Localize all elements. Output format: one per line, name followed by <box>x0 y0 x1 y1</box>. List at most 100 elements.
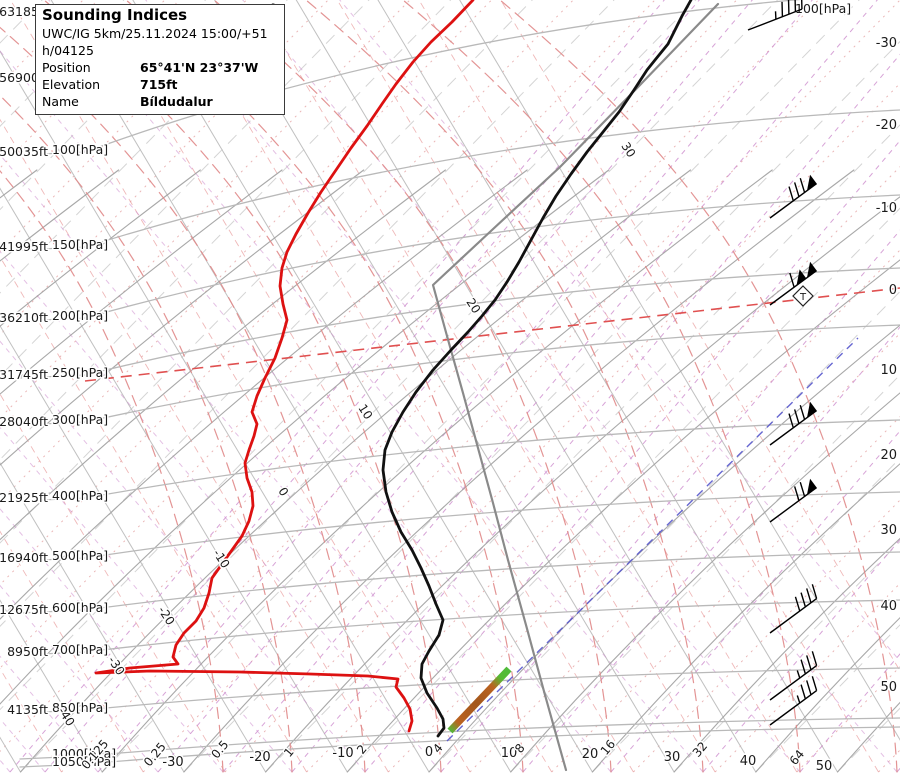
model-run-line: UWC/IG 5km/25.11.2024 15:00/+51 h/04125 <box>42 26 268 58</box>
mixing-ratio-line-alt <box>0 584 159 773</box>
temp-label-bottom: 30 <box>664 750 681 765</box>
wind-barb <box>769 478 818 523</box>
elevation-label: Elevation <box>42 77 101 92</box>
dry-adiabat-line <box>428 290 900 773</box>
barb-pennant <box>806 478 817 495</box>
mixing-ratio-line <box>610 430 900 773</box>
mixing-ratio-line-alt <box>48 0 704 773</box>
temp-label-bottom: 40 <box>740 754 757 769</box>
wind-barb <box>769 676 818 726</box>
isotherm-inline-label: -30 <box>105 654 127 678</box>
isotherm-steep-line <box>0 50 430 773</box>
moist-adiabat-inline-label: 30 <box>618 140 638 160</box>
altitude-label: 28040ft <box>0 414 48 429</box>
info-row-position: Position 65°41'N 23°37'W <box>42 59 278 76</box>
mixing-ratio-line <box>9 0 665 773</box>
mixing-ratio-label: 32 <box>690 739 711 760</box>
moist-adiabat-line <box>0 94 293 773</box>
pressure-label: 1000[hPa] <box>52 746 116 761</box>
dry-adiabat-line <box>592 457 900 773</box>
dewpoint-curve <box>94 0 475 733</box>
mixing-ratio-line <box>440 229 900 773</box>
altitude-label: 21925ft <box>0 490 48 505</box>
barb-full <box>811 651 818 666</box>
barb-pennant <box>806 261 817 278</box>
elevation-value: 715ft <box>140 77 178 92</box>
salmon-dash-line <box>173 0 634 773</box>
pressure-label: 100[hPa] <box>52 142 108 157</box>
temp-label-bottom: 20 <box>582 747 599 762</box>
temp-label-right: -30 <box>876 36 897 51</box>
info-row-elevation: Elevation 715ft <box>42 76 278 93</box>
thin-red-isopleth-line <box>142 0 900 773</box>
altitude-label: 16940ft <box>0 550 48 565</box>
isotherm-steep-line <box>377 0 838 773</box>
altitude-label: 36210ft <box>0 310 48 325</box>
wind-barb <box>769 261 818 306</box>
name-value: Bíldudalur <box>140 94 213 109</box>
barb-full <box>793 182 800 197</box>
mixing-ratio-line <box>157 0 813 773</box>
barb-staff <box>769 664 818 701</box>
altitude-label: 12675ft <box>0 602 48 617</box>
altitude-label: 50035ft <box>0 144 48 159</box>
dry-adiabat-line <box>0 0 452 461</box>
barb-full <box>788 186 794 201</box>
isobar-line <box>19 109 900 251</box>
barb-full <box>799 482 806 497</box>
isotherm-steep-line <box>0 187 348 773</box>
thin-red-isopleth-line <box>224 82 900 773</box>
barb-full <box>788 413 794 428</box>
mixing-ratio-line-alt <box>0 426 293 773</box>
salmon-dash-line <box>0 118 389 773</box>
pressure-label: 1050[hPa] <box>52 754 116 769</box>
barb-staff <box>747 8 803 31</box>
dry-adiabat-line <box>0 0 615 627</box>
moist-adiabat-inline-label: 20 <box>463 296 483 316</box>
mixing-ratio-line-alt <box>0 340 366 773</box>
barb-pennant <box>806 174 817 191</box>
salmon-dash-line <box>9 0 471 773</box>
moist-adiabat-line <box>213 0 612 773</box>
dry-adiabat-line <box>0 0 697 711</box>
salmon-dash-line <box>0 256 307 773</box>
thin-red-isopleth-line <box>61 0 819 773</box>
barb-staff <box>769 182 818 219</box>
isotherm-curved-line <box>0 169 446 541</box>
barb-full <box>811 584 818 599</box>
isobar-line <box>19 599 900 656</box>
isotherm-steep-line <box>459 0 900 741</box>
mixing-ratio-line <box>44 0 700 773</box>
barb-pennant <box>806 401 817 418</box>
isotherm-inline-label: -10 <box>210 547 232 571</box>
isotherm-steep-line <box>295 0 757 773</box>
temp-label-right: -10 <box>876 201 897 216</box>
thin-red-isopleth-line <box>633 499 900 773</box>
dry-adiabat-line <box>183 40 900 773</box>
thin-red-isopleth-line <box>0 0 656 669</box>
barb-full <box>793 486 800 501</box>
position-label: Position <box>42 60 91 75</box>
tropopause-marker <box>792 285 814 307</box>
barb-staff <box>769 597 818 634</box>
isobar-line <box>19 726 900 768</box>
barb-full <box>800 659 807 675</box>
mixing-ratio-line <box>702 538 900 773</box>
mixing-ratio-line <box>291 53 900 773</box>
isotherm-curved-line <box>0 169 283 395</box>
isotherm-steep-line <box>0 462 185 773</box>
barb-half <box>796 695 801 704</box>
isobar-line <box>19 267 900 379</box>
barb-staff <box>769 689 818 726</box>
wind-barb <box>769 584 818 634</box>
mixing-ratio-line-alt <box>0 154 524 773</box>
isotherm-curved-line <box>0 169 201 327</box>
isotherm-steep-line <box>132 0 593 773</box>
dry-adiabat-line <box>673 540 900 773</box>
barb-full <box>806 655 812 670</box>
temp-label-bottom: 0 <box>425 745 433 760</box>
mixing-ratio-line-alt <box>0 508 224 773</box>
mixing-ratio-line <box>222 0 878 773</box>
mixing-ratio-line-alt <box>242 0 898 773</box>
moist-adiabat-line <box>0 170 224 773</box>
